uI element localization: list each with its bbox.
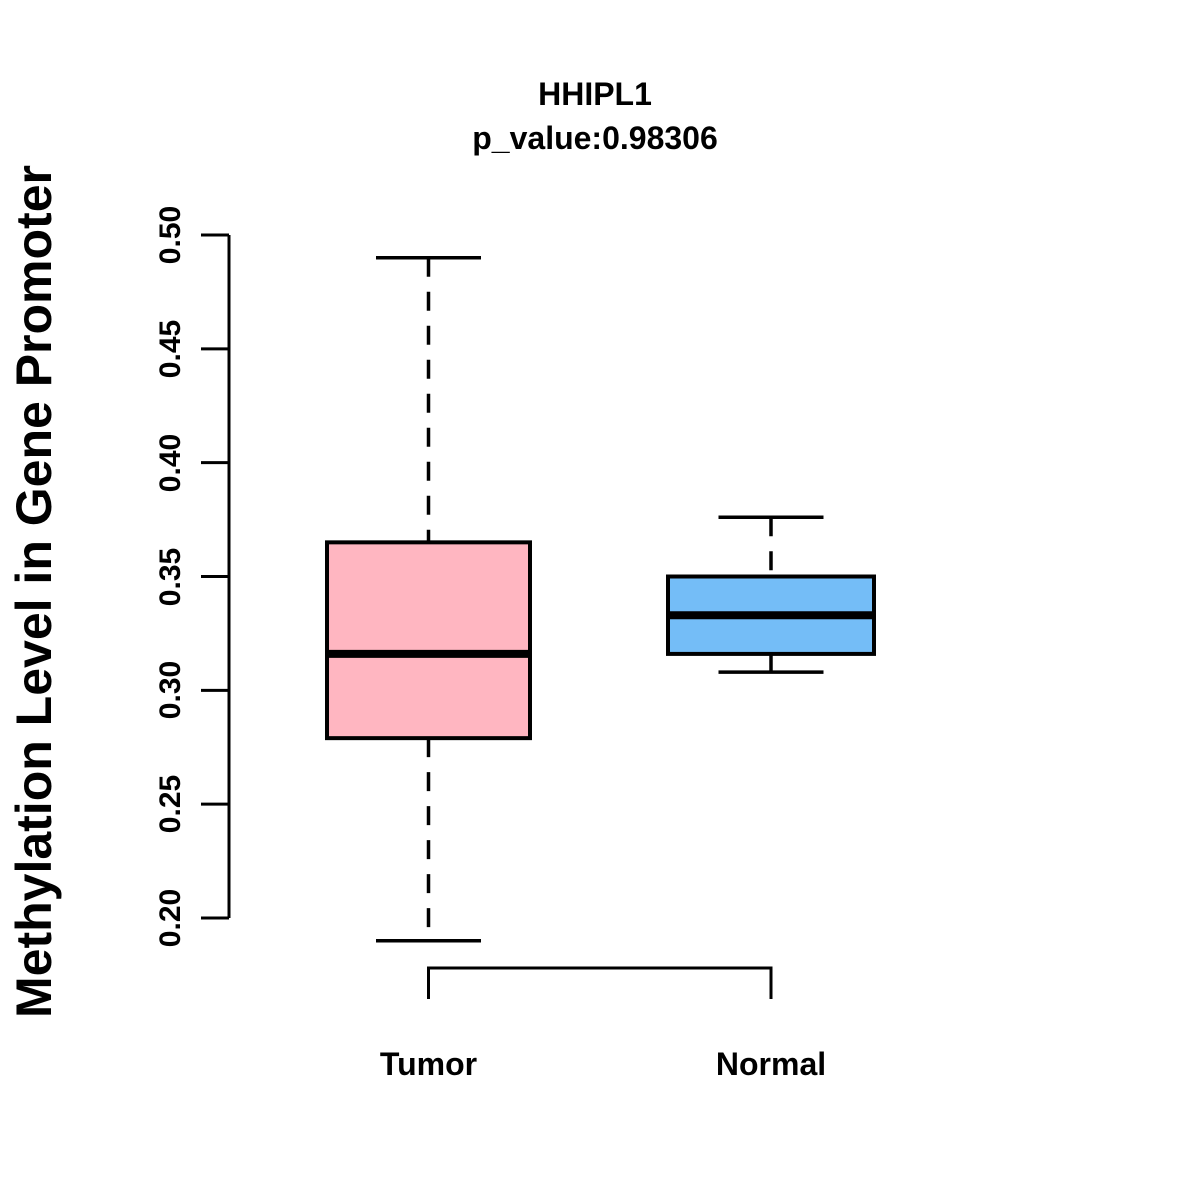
x-axis-bracket [427,966,773,999]
x-category-label-normal: Normal [715,1046,827,1082]
x-category-label-tumor: Tumor [379,1046,478,1082]
y-tick-label: 0.40 [154,433,187,492]
y-tick-label: 0.45 [154,319,187,379]
y-tick-label: 0.20 [154,888,187,948]
chart-subtitle: p_value:0.98306 [472,120,718,156]
y-tick-label: 0.30 [154,661,187,720]
y-tick-label: 0.35 [154,547,187,606]
y-tick-label: 0.50 [154,205,187,265]
y-tick-label: 0.25 [154,774,187,834]
tumor-box [325,540,532,741]
chart-title: HHIPL1 [538,76,652,112]
